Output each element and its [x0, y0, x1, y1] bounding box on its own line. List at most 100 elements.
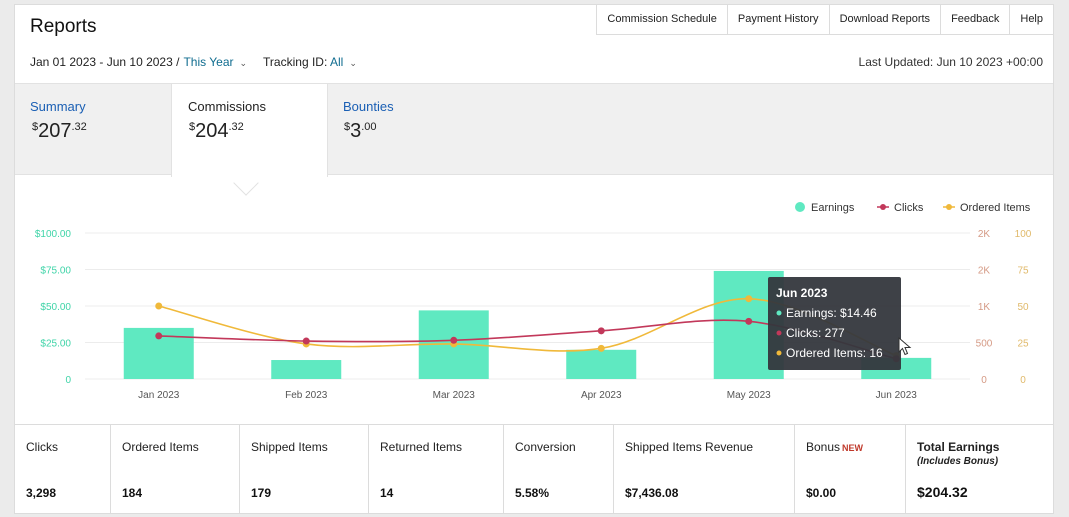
stat-sublabel: (Includes Bonus) — [917, 456, 999, 467]
ordered-items-point — [745, 295, 753, 303]
tooltip-title: Jun 2023 — [776, 286, 828, 300]
x-axis-tick: Jan 2023 — [138, 390, 180, 401]
tab-bounties-label: Bounties — [343, 99, 394, 114]
stat-label: Total Earnings — [917, 440, 1000, 454]
x-axis-tick: May 2023 — [727, 390, 771, 401]
right-axis-2-tick: 0 — [1020, 375, 1026, 386]
stat-shipped-revenue: Shipped Items Revenue $7,436.08 — [614, 425, 795, 514]
stat-value: $204.32 — [917, 484, 968, 500]
right-axis-2-tick: 75 — [1017, 266, 1029, 277]
tab-summary-amount: $207.32 — [32, 120, 87, 142]
tab-commissions-amount: $204.32 — [189, 120, 244, 142]
stat-label: Bonus NEW — [806, 440, 864, 454]
tracking-id-dropdown[interactable]: Tracking ID: All ⌄ — [263, 55, 357, 69]
earnings-bar — [271, 360, 342, 379]
clicks-point — [597, 327, 605, 335]
legend-label: Ordered Items — [960, 202, 1031, 214]
payment-history-link[interactable]: Payment History — [726, 5, 829, 35]
date-range: Jan 01 2023 - Jun 10 2023 / — [30, 55, 180, 69]
tooltip-line: Ordered Items: 16 — [786, 346, 883, 360]
top-nav: Commission Schedule Payment History Down… — [596, 5, 1053, 35]
clicks-point — [450, 336, 458, 344]
stat-clicks: Clicks 3,298 — [15, 425, 111, 514]
earnings-chart: 0 0 0 $25.00 500 25 $50.00 1K 50 $75.00 2K 75 $100.0… — [15, 185, 1053, 425]
clicks-point — [155, 332, 163, 340]
legend-swatch-dot — [880, 204, 886, 210]
stat-value: 3,298 — [26, 486, 57, 500]
mouse-pointer-icon — [898, 337, 912, 356]
chevron-down-icon: ⌄ — [239, 58, 248, 68]
stats-bar: Clicks 3,298 Ordered Items 184 Shipped I… — [15, 424, 1053, 514]
clicks-point — [745, 317, 753, 325]
chevron-down-icon: ⌄ — [349, 58, 357, 68]
tracking-label: Tracking ID: — [263, 55, 328, 69]
tooltip-dot — [776, 310, 782, 316]
x-axis-tick: Mar 2023 — [433, 390, 476, 401]
legend-label: Clicks — [894, 202, 924, 214]
left-axis-tick: $75.00 — [40, 266, 71, 277]
stat-value: 5.58% — [515, 486, 550, 500]
stat-ordered-items: Ordered Items 184 — [111, 425, 240, 514]
feedback-link[interactable]: Feedback — [940, 5, 1010, 35]
tab-bounties[interactable]: Bounties $3.00 — [328, 84, 478, 176]
tab-commissions-label: Commissions — [188, 99, 267, 114]
reports-panel: Reports Commission Schedule Payment Hist… — [14, 4, 1054, 514]
stat-label: Conversion — [515, 440, 576, 454]
stat-value: $0.00 — [806, 486, 837, 500]
left-axis-tick: $25.00 — [40, 339, 71, 350]
right-axis-1-tick: 0 — [981, 375, 987, 386]
period-value: This Year — [183, 55, 234, 69]
right-axis-1-tick: 2K — [978, 229, 991, 240]
report-tabs: Summary $207.32 Commissions $204.32 Boun… — [15, 83, 1053, 177]
left-axis-tick: 0 — [65, 375, 71, 386]
commission-schedule-link[interactable]: Commission Schedule — [596, 5, 727, 35]
legend-label: Earnings — [811, 202, 855, 214]
x-axis-tick: Apr 2023 — [581, 390, 622, 401]
tab-summary[interactable]: Summary $207.32 — [15, 84, 171, 176]
right-axis-1-tick: 1K — [978, 302, 991, 313]
legend-swatch-dot — [946, 204, 952, 210]
tooltip-dot — [776, 330, 782, 336]
clicks-line — [158, 319, 897, 360]
stat-label: Ordered Items — [122, 440, 199, 454]
page-title: Reports — [30, 16, 97, 37]
stat-value: $7,436.08 — [625, 486, 679, 500]
help-link[interactable]: Help — [1009, 5, 1053, 35]
last-updated: Last Updated: Jun 10 2023 +00:00 — [858, 55, 1043, 69]
right-axis-2-tick: 25 — [1017, 339, 1029, 350]
stat-label: Shipped Items — [251, 440, 328, 454]
stat-value: 184 — [122, 486, 143, 500]
stat-value: 14 — [380, 486, 394, 500]
left-axis-tick: $100.00 — [35, 229, 72, 240]
right-axis-1-tick: 2K — [978, 266, 991, 277]
stat-label: Returned Items — [380, 440, 463, 454]
tab-bounties-amount: $3.00 — [344, 120, 377, 142]
right-axis-2-tick: 50 — [1017, 302, 1029, 313]
left-axis-tick: $50.00 — [40, 302, 71, 313]
tab-summary-label: Summary — [30, 99, 86, 114]
new-badge: NEW — [842, 443, 864, 453]
x-axis-tick: Jun 2023 — [876, 390, 918, 401]
right-axis-1-tick: 500 — [976, 339, 993, 350]
download-reports-link[interactable]: Download Reports — [828, 5, 941, 35]
stat-total-earnings: Total Earnings (Includes Bonus) $204.32 — [906, 425, 1053, 514]
chart-tooltip — [768, 277, 901, 370]
stat-value: 179 — [251, 486, 272, 500]
right-axis-2-tick: 100 — [1015, 229, 1032, 240]
filter-bar: Jan 01 2023 - Jun 10 2023 / This Year ⌄ T… — [30, 55, 357, 69]
clicks-point — [302, 337, 310, 345]
tab-commissions[interactable]: Commissions $204.32 — [171, 84, 328, 177]
period-dropdown[interactable]: This Year ⌄ — [183, 55, 247, 69]
chart-svg: 0 0 0 $25.00 500 25 $50.00 1K 50 $75.00 2K 75 $100.0… — [35, 202, 1032, 401]
stat-label: Clicks — [26, 440, 58, 454]
stat-label: Shipped Items Revenue — [625, 440, 754, 454]
ordered-items-point — [597, 344, 605, 352]
tooltip-dot — [776, 350, 782, 356]
stat-conversion: Conversion 5.58% — [504, 425, 614, 514]
stat-shipped-items: Shipped Items 179 — [240, 425, 369, 514]
x-axis-tick: Feb 2023 — [285, 390, 328, 401]
tracking-value: All — [329, 55, 344, 69]
tooltip-line: Clicks: 277 — [786, 326, 845, 340]
legend-earnings-swatch — [795, 202, 805, 212]
stat-bonus: Bonus NEW $0.00 — [795, 425, 906, 514]
